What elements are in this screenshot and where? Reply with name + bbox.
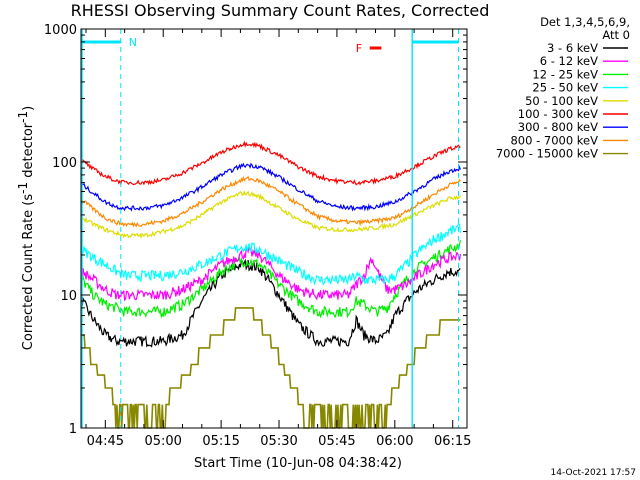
series-line-0 bbox=[81, 258, 461, 348]
x-tick-label: 05:30 bbox=[260, 434, 297, 449]
legend-label: 300 - 800 keV bbox=[518, 120, 598, 134]
legend-header-line2: Att 0 bbox=[602, 28, 630, 42]
x-tick-label: 05:00 bbox=[144, 434, 181, 449]
series-line-6 bbox=[81, 162, 461, 212]
plot-frame bbox=[80, 28, 468, 429]
flare-label: F bbox=[356, 42, 362, 55]
y-tick-label: 1 bbox=[69, 422, 77, 437]
x-tick-label: 04:45 bbox=[87, 434, 124, 449]
x-tick-label: 06:00 bbox=[376, 434, 413, 449]
series-line-3 bbox=[81, 222, 461, 286]
x-tick-label: 05:45 bbox=[318, 434, 355, 449]
chart-title: RHESSI Observing Summary Count Rates, Co… bbox=[71, 1, 490, 20]
series-line-7 bbox=[81, 175, 461, 228]
night-label: N bbox=[129, 36, 137, 49]
legend-label: 50 - 100 keV bbox=[525, 94, 598, 108]
legend-header-line1: Det 1,3,4,5,6,9, bbox=[540, 15, 630, 29]
y-axis-label: Corrected Count Rate (s-1 detector-1) bbox=[16, 106, 36, 350]
x-axis-label: Start Time (10-Jun-08 04:38:42) bbox=[194, 456, 402, 471]
legend-label: 25 - 50 keV bbox=[532, 81, 598, 95]
legend-label: 12 - 25 keV bbox=[532, 67, 598, 81]
series-line-8 bbox=[82, 307, 461, 429]
axis-layer: 04:45 05:00 05:15 05:30 05:45 06:00 06:15 1 10 10… bbox=[44, 23, 472, 449]
series-line-2 bbox=[81, 240, 461, 319]
legend-label: 3 - 6 keV bbox=[547, 41, 598, 55]
series-line-1 bbox=[81, 247, 461, 302]
x-tick-label: 06:15 bbox=[434, 434, 471, 449]
y-tick-label: 1000 bbox=[44, 23, 77, 38]
legend-label: 100 - 300 keV bbox=[518, 107, 598, 121]
generated-timestamp: 14-Oct-2021 17:57 bbox=[551, 468, 636, 478]
series-line-5 bbox=[81, 140, 461, 186]
y-tick-label: 100 bbox=[52, 156, 77, 171]
legend-label: 6 - 12 keV bbox=[540, 54, 598, 68]
series-layer bbox=[81, 140, 461, 429]
legend-label: 800 - 7000 keV bbox=[510, 133, 598, 147]
x-tick-label: 05:15 bbox=[202, 434, 239, 449]
legend-label: 7000 - 15000 keV bbox=[496, 147, 598, 161]
series-line-4 bbox=[81, 189, 461, 240]
y-tick-label: 10 bbox=[60, 289, 77, 304]
